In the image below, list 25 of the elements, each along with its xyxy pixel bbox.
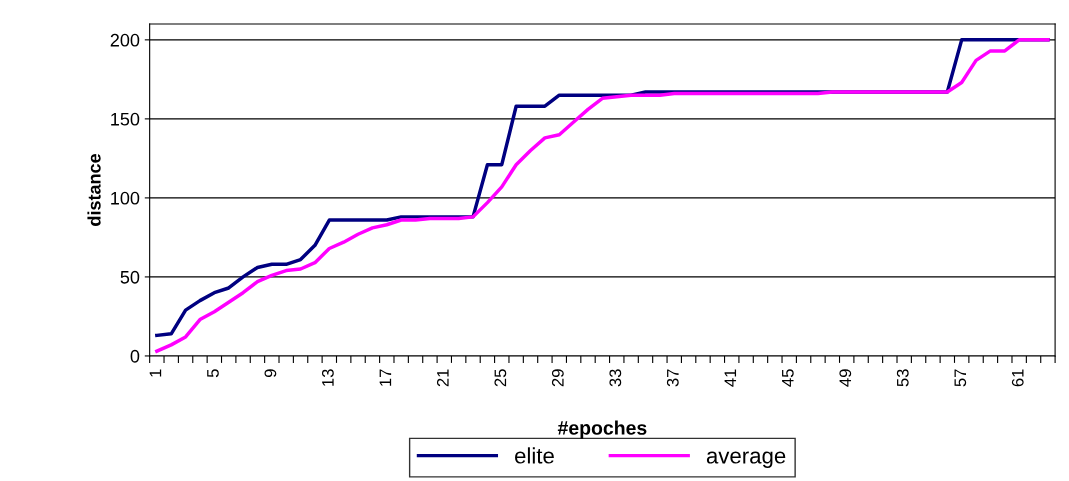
y-tick-label: 50 [120,270,140,284]
x-tick-label: 1 [149,369,162,377]
x-tick-label: 17 [379,369,392,386]
x-axis-title: #epoches [557,420,647,439]
x-tick-label: 61 [1011,369,1024,387]
legend-label: elite [515,447,554,464]
x-tick-label: 33 [609,369,622,387]
x-tick-label: 45 [782,369,794,387]
y-tick-label: 150 [111,112,140,126]
x-tick-label: 57 [954,369,967,387]
y-tick-label: 200 [110,33,140,47]
x-tick-label: 25 [494,369,507,387]
x-tick-label: 21 [436,369,449,387]
y-axis-title: distance [87,153,101,226]
x-tick-label: 13 [321,369,334,386]
x-tick-label: 29 [551,369,564,387]
legend-label: average [706,451,786,469]
x-tick-label: 9 [264,369,277,378]
y-tick-label: 0 [130,349,140,363]
x-tick-label: 41 [724,369,737,387]
x-tick-label: 49 [839,369,852,387]
x-tick-label: 37 [666,369,679,387]
y-tick-label: 100 [111,191,140,205]
x-tick-label: 5 [207,369,219,378]
x-tick-label: 53 [896,369,909,387]
